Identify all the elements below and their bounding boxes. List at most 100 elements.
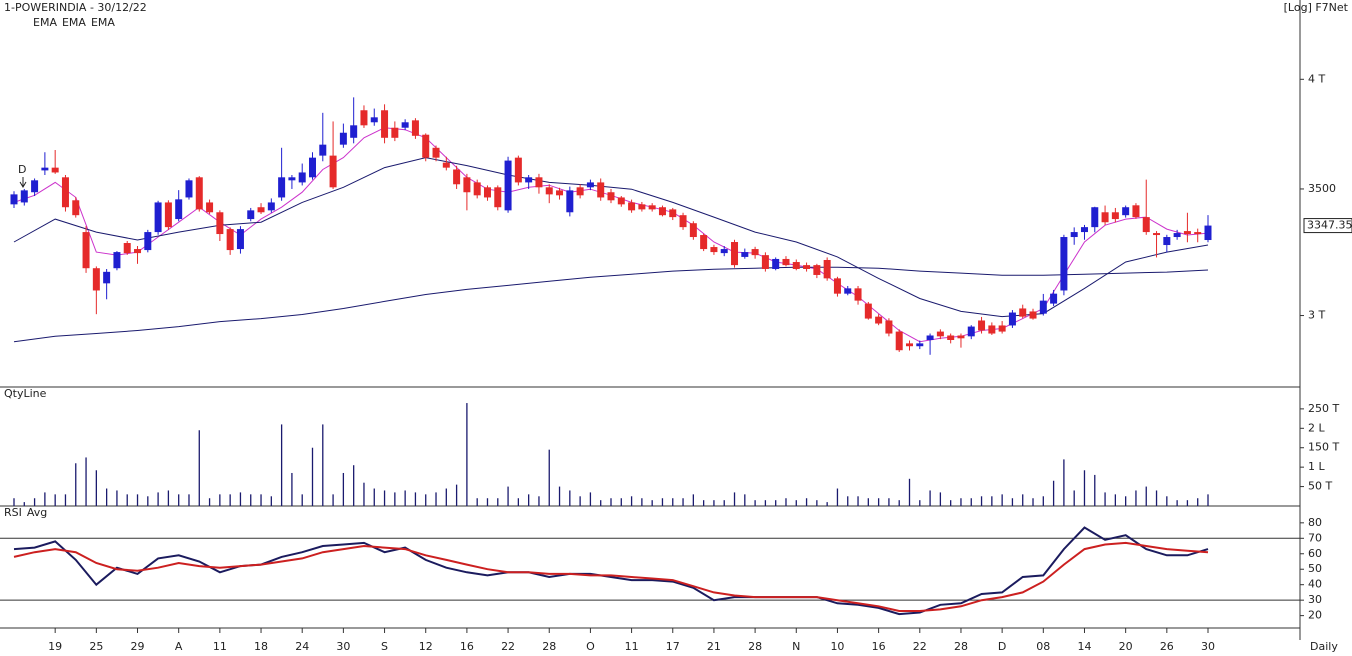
- candle-body: [689, 223, 697, 238]
- candle-body: [1080, 227, 1088, 233]
- candle-body: [453, 169, 461, 185]
- candle-body: [164, 202, 172, 228]
- candle-body: [1091, 207, 1099, 228]
- candle-body: [947, 335, 955, 340]
- x-tick-label: 24: [295, 640, 309, 653]
- panel-title: QtyLine: [4, 387, 47, 400]
- x-tick-label: 16: [460, 640, 474, 653]
- candle-body: [514, 157, 522, 183]
- candle-body: [1122, 207, 1130, 216]
- candle-body: [82, 232, 90, 269]
- y-tick-label: 1 L: [1308, 460, 1325, 473]
- annotation-arrow: [19, 181, 27, 188]
- candle-body: [381, 110, 389, 138]
- y-tick-label: 150 T: [1308, 441, 1339, 454]
- x-tick-label: 10: [830, 640, 844, 653]
- candle-body: [998, 325, 1006, 332]
- candle-body: [278, 177, 286, 198]
- candle-body: [247, 210, 255, 220]
- candle-body: [1008, 312, 1016, 326]
- y-tick-label: 4 T: [1308, 72, 1325, 85]
- legend-entry: RSI: [4, 506, 22, 519]
- x-axis-label: Daily: [1310, 640, 1338, 653]
- candle-body: [731, 242, 739, 266]
- candle-body: [658, 207, 666, 216]
- x-tick-label: 26: [1160, 640, 1174, 653]
- candle-body: [628, 202, 636, 211]
- candle-body: [442, 162, 450, 168]
- candle-body: [916, 343, 924, 347]
- x-tick-label: 18: [254, 640, 268, 653]
- x-tick-label: A: [175, 640, 183, 653]
- candle-body: [51, 167, 59, 173]
- candle-body: [473, 182, 481, 196]
- x-tick-label: 11: [625, 640, 639, 653]
- candle-body: [1111, 212, 1119, 220]
- candle-body: [10, 194, 18, 205]
- candle-body: [391, 127, 399, 138]
- x-tick-label: 11: [213, 640, 227, 653]
- candle-body: [597, 182, 605, 198]
- candle-body: [854, 288, 862, 301]
- candle-body: [741, 252, 749, 257]
- candle-body: [360, 110, 368, 126]
- candle-body: [236, 229, 244, 250]
- candle-body: [936, 331, 944, 337]
- last-price-label: 3347.35: [1307, 219, 1352, 232]
- candle-body: [504, 160, 512, 211]
- candle-body: [710, 247, 718, 253]
- y-tick-label: 40: [1308, 578, 1322, 591]
- candle-body: [638, 204, 646, 210]
- candle-body: [1204, 225, 1212, 241]
- y-tick-label: 50: [1308, 562, 1322, 575]
- candle-body: [463, 177, 471, 193]
- candle-body: [216, 212, 224, 235]
- annotation: D: [18, 163, 26, 176]
- candle-body: [185, 180, 193, 198]
- candle-body: [1060, 237, 1068, 291]
- candle-body: [1101, 212, 1109, 223]
- candle-body: [761, 255, 769, 269]
- candle-body: [1163, 237, 1171, 246]
- candle-body: [679, 215, 687, 228]
- legend-entry: EMA: [62, 16, 86, 29]
- x-tick-label: 28: [542, 640, 556, 653]
- candle-body: [329, 155, 337, 188]
- candle-body: [895, 331, 903, 351]
- x-tick-label: N: [792, 640, 800, 653]
- candle-body: [607, 192, 615, 201]
- x-tick-label: 22: [913, 640, 927, 653]
- candle-body: [195, 177, 203, 210]
- candle-body: [833, 278, 841, 294]
- rsi-line: [13, 526, 1209, 616]
- candle-body: [175, 199, 183, 220]
- y-tick-label: 2 L: [1308, 421, 1325, 434]
- x-tick-label: 14: [1077, 640, 1091, 653]
- candle-body: [875, 316, 883, 324]
- candle-body: [803, 265, 811, 269]
- candle-body: [267, 202, 275, 211]
- x-tick-label: 28: [954, 640, 968, 653]
- candle-body: [864, 303, 872, 319]
- candle-body: [350, 125, 358, 138]
- x-tick-label: O: [586, 640, 595, 653]
- y-tick-label: 20: [1308, 609, 1322, 622]
- x-tick-label: 25: [89, 640, 103, 653]
- chart-title: 1-POWERINDIA - 30/12/22: [4, 1, 147, 14]
- candle-body: [1194, 232, 1202, 235]
- candle-body: [206, 202, 214, 213]
- candle-body: [576, 187, 584, 196]
- candle-body: [370, 117, 378, 123]
- x-tick-label: 30: [336, 640, 350, 653]
- candle-body: [885, 320, 893, 334]
- candle-body: [957, 335, 965, 339]
- candle-body: [906, 343, 913, 347]
- y-tick-label: 80: [1308, 516, 1322, 529]
- x-tick-label: 29: [131, 640, 145, 653]
- y-tick-label: 50 T: [1308, 480, 1332, 493]
- candle-body: [700, 235, 708, 250]
- candle-body: [31, 180, 39, 193]
- candle-body: [1039, 300, 1047, 314]
